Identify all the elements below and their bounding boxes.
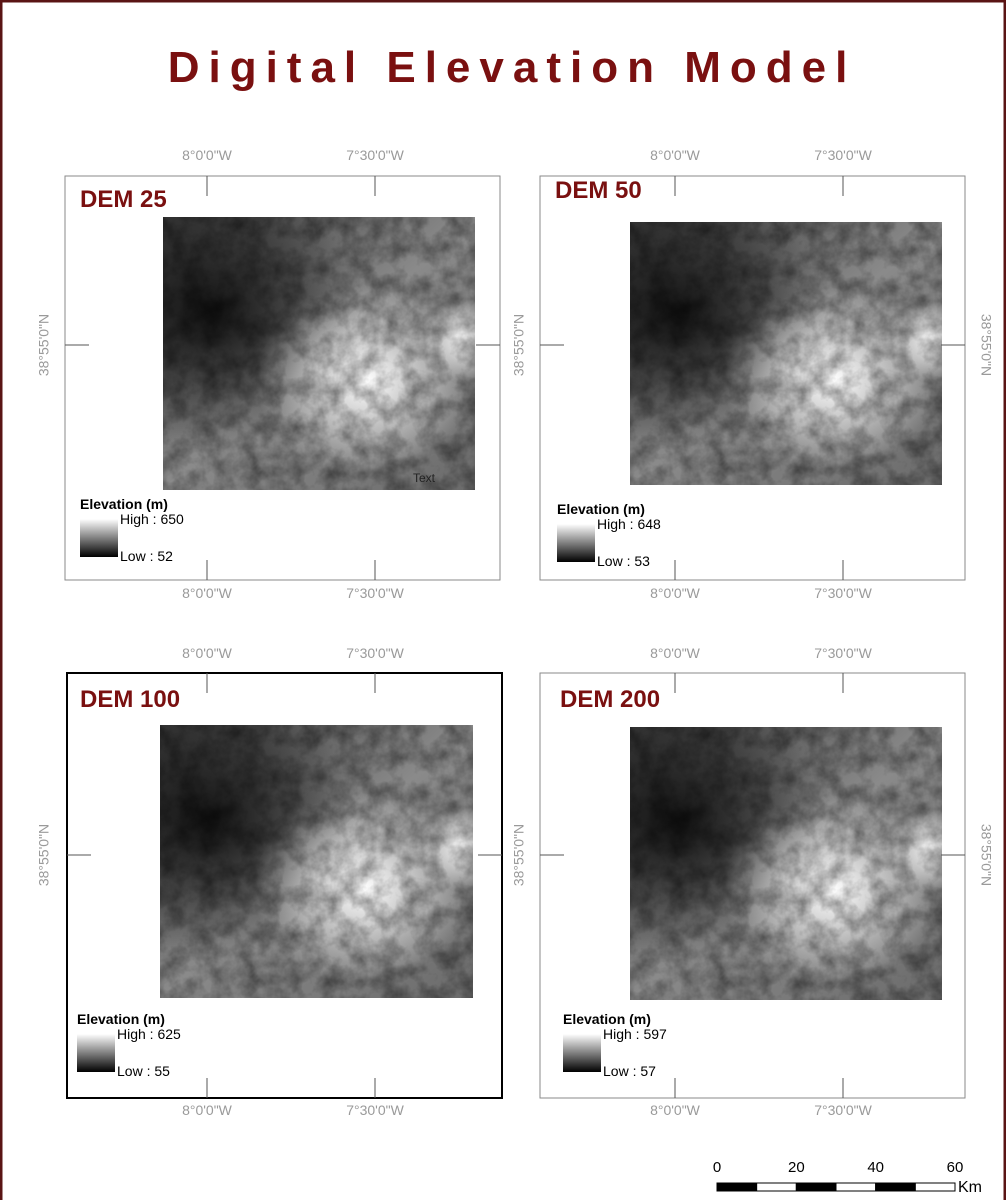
scale-segment bbox=[876, 1183, 916, 1191]
scale-label: 0 bbox=[713, 1159, 721, 1176]
longitude-label: 8°0'0"W bbox=[650, 585, 701, 601]
scale-unit: Km bbox=[958, 1179, 982, 1196]
latitude-label: 38°55'0"N bbox=[511, 314, 527, 376]
panel-label: DEM 25 bbox=[80, 186, 167, 213]
elevation-raster bbox=[630, 727, 942, 1000]
scale-label: 20 bbox=[788, 1159, 805, 1176]
scale-segment bbox=[915, 1183, 955, 1191]
longitude-label: 8°0'0"W bbox=[182, 645, 233, 661]
legend-low: Low : 57 bbox=[603, 1063, 656, 1079]
legend-high: High : 597 bbox=[603, 1026, 667, 1042]
legend-ramp bbox=[563, 1034, 601, 1072]
legend-low: Low : 55 bbox=[117, 1063, 170, 1079]
legend-title: Elevation (m) bbox=[77, 1011, 165, 1027]
scale-segment bbox=[717, 1183, 757, 1191]
longitude-label: 8°0'0"W bbox=[182, 1102, 233, 1118]
scale-segment bbox=[757, 1183, 797, 1191]
legend-high: High : 625 bbox=[117, 1026, 181, 1042]
latitude-label: 38°55'0"N bbox=[978, 824, 994, 886]
legend-ramp bbox=[77, 1034, 115, 1072]
scale-segment bbox=[796, 1183, 836, 1191]
longitude-label: 7°30'0"W bbox=[814, 1102, 872, 1118]
longitude-label: 7°30'0"W bbox=[814, 585, 872, 601]
longitude-label: 8°0'0"W bbox=[650, 1102, 701, 1118]
longitude-label: 7°30'0"W bbox=[814, 645, 872, 661]
legend-ramp bbox=[80, 519, 118, 557]
latitude-label: 38°55'0"N bbox=[511, 824, 527, 886]
longitude-label: 8°0'0"W bbox=[182, 147, 233, 163]
longitude-label: 7°30'0"W bbox=[346, 1102, 404, 1118]
raster-note: Text bbox=[413, 471, 436, 485]
legend-high: High : 650 bbox=[120, 511, 184, 527]
legend-ramp bbox=[557, 524, 595, 562]
legend-low: Low : 53 bbox=[597, 553, 650, 569]
panel-label: DEM 100 bbox=[80, 686, 180, 713]
legend-title: Elevation (m) bbox=[80, 496, 168, 512]
map-title: Digital Elevation Model bbox=[168, 43, 857, 92]
elevation-raster bbox=[160, 725, 473, 998]
panel-label: DEM 50 bbox=[555, 177, 642, 204]
panel-label: DEM 200 bbox=[560, 686, 660, 713]
legend-title: Elevation (m) bbox=[557, 501, 645, 517]
longitude-label: 7°30'0"W bbox=[346, 585, 404, 601]
legend-low: Low : 52 bbox=[120, 548, 173, 564]
longitude-label: 8°0'0"W bbox=[182, 585, 233, 601]
elevation-raster bbox=[163, 217, 475, 490]
longitude-label: 7°30'0"W bbox=[814, 147, 872, 163]
legend-title: Elevation (m) bbox=[563, 1011, 651, 1027]
latitude-label: 38°55'0"N bbox=[36, 314, 52, 376]
latitude-label: 38°55'0"N bbox=[36, 824, 52, 886]
longitude-label: 7°30'0"W bbox=[346, 645, 404, 661]
elevation-raster bbox=[630, 222, 942, 485]
scale-label: 60 bbox=[947, 1159, 964, 1176]
longitude-label: 8°0'0"W bbox=[650, 147, 701, 163]
legend-high: High : 648 bbox=[597, 516, 661, 532]
latitude-label: 38°55'0"N bbox=[978, 314, 994, 376]
scale-segment bbox=[836, 1183, 876, 1191]
map-layout: Digital Elevation Model 8°0'0"W 7°30'0"W 8… bbox=[0, 0, 1006, 1200]
longitude-label: 7°30'0"W bbox=[346, 147, 404, 163]
scale-label: 40 bbox=[867, 1159, 884, 1176]
longitude-label: 8°0'0"W bbox=[650, 645, 701, 661]
